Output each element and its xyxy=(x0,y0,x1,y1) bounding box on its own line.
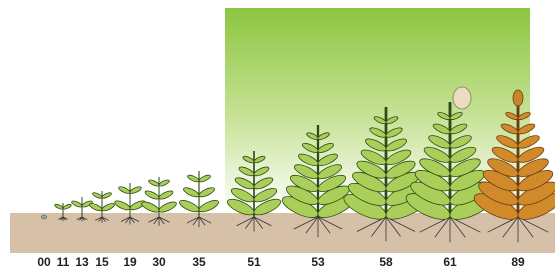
stage-label: 15 xyxy=(95,255,109,269)
stage-label: 00 xyxy=(37,255,51,269)
leaf xyxy=(129,185,142,194)
leaf xyxy=(148,179,160,188)
leaf xyxy=(158,179,170,188)
leaf xyxy=(178,198,201,214)
leaf xyxy=(71,200,83,209)
growth-stage-diagram: 00 11 13 15 19 30 35 51 53 58 61 89 xyxy=(0,0,555,271)
stage-label: 19 xyxy=(123,255,137,269)
leaf xyxy=(197,198,220,214)
stage-label: 51 xyxy=(247,255,261,269)
leaf xyxy=(114,199,132,212)
leaf xyxy=(62,203,72,210)
leaf xyxy=(158,200,178,214)
plant xyxy=(42,215,47,219)
stage-label: 58 xyxy=(379,255,393,269)
stage-label: 61 xyxy=(443,255,457,269)
leaf xyxy=(198,186,216,199)
leaf xyxy=(144,189,160,200)
leaf xyxy=(140,200,160,214)
flower xyxy=(453,87,471,109)
stage-label: 11 xyxy=(57,255,70,269)
stage-label: 30 xyxy=(152,255,166,269)
leaf xyxy=(92,192,103,200)
leaf xyxy=(118,185,131,194)
soil xyxy=(10,213,555,253)
leaf xyxy=(198,174,211,183)
leaf xyxy=(182,186,200,199)
stage-label: 89 xyxy=(511,255,525,269)
leaf xyxy=(89,202,103,212)
leaf xyxy=(187,174,200,183)
leaf xyxy=(101,202,115,212)
leaf xyxy=(54,203,64,210)
stage-label: 35 xyxy=(192,255,206,269)
leaf xyxy=(101,192,112,200)
leaf xyxy=(158,189,174,200)
seed-head xyxy=(513,90,523,106)
seed xyxy=(42,215,47,219)
stage-label: 53 xyxy=(311,255,325,269)
stage-label: 13 xyxy=(75,255,89,269)
stage-labels: 00 11 13 15 19 30 35 51 53 58 61 89 xyxy=(37,255,525,269)
